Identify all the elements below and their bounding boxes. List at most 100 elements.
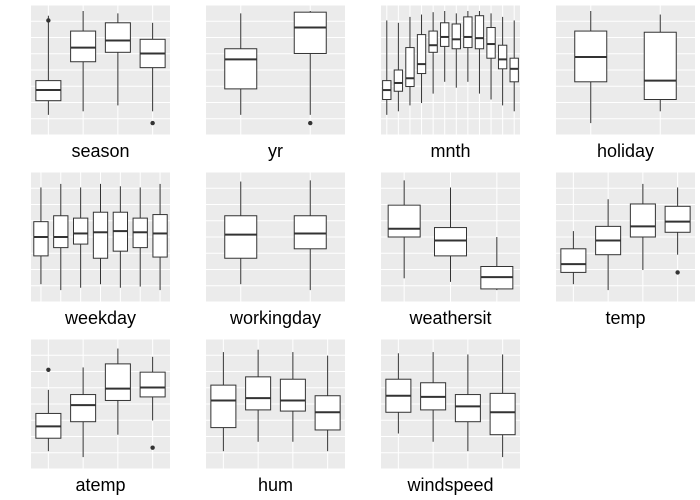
box-iqr <box>224 48 258 90</box>
panel-title-hum: hum <box>258 475 293 495</box>
box-iqr <box>643 31 677 101</box>
box-weekday-4 <box>92 183 109 285</box>
box-atemp-2 <box>70 367 97 458</box>
box-temp-1 <box>560 231 587 285</box>
panel-title-yr: yr <box>268 141 283 161</box>
box-mnth-3 <box>405 16 415 106</box>
panel-title-temp: temp <box>605 308 645 328</box>
box-hum-3 <box>279 352 306 442</box>
panel-holiday: holiday <box>556 4 695 161</box>
box-iqr <box>387 204 421 238</box>
box-weathersit-1 <box>387 180 421 279</box>
box-iqr <box>486 27 496 59</box>
box-holiday-1 <box>574 11 608 124</box>
box-temp-2 <box>595 199 622 291</box>
box-weekday-6 <box>132 187 148 287</box>
box-hum-1 <box>210 352 237 452</box>
box-temp-3 <box>629 183 656 271</box>
panel-mnth: mnth <box>381 4 520 161</box>
box-windspeed-4 <box>489 354 516 458</box>
box-iqr <box>70 30 97 63</box>
box-iqr <box>489 392 516 436</box>
box-mnth-7 <box>451 13 461 88</box>
box-season-2 <box>70 11 97 112</box>
box-windspeed-3 <box>454 354 481 452</box>
panel-title-weekday: weekday <box>64 308 136 328</box>
outlier-point <box>46 18 51 23</box>
box-mnth-8 <box>463 11 473 82</box>
box-season-1 <box>35 15 62 115</box>
panel-workingday: workingday <box>206 171 345 328</box>
box-iqr <box>497 44 508 70</box>
panel-season: season <box>31 4 170 161</box>
box-iqr <box>53 215 69 249</box>
box-iqr <box>463 16 473 49</box>
box-iqr <box>434 227 467 257</box>
box-iqr <box>245 376 272 411</box>
box-season-3 <box>104 13 131 106</box>
box-iqr <box>393 69 404 92</box>
box-iqr <box>210 384 237 429</box>
box-iqr <box>405 47 415 88</box>
box-workingday-1 <box>224 181 258 285</box>
box-mnth-5 <box>428 12 438 94</box>
box-mnth-4 <box>416 14 427 104</box>
outlier-point <box>46 367 51 372</box>
box-iqr <box>474 15 485 50</box>
panel-title-atemp: atemp <box>75 475 125 495</box>
box-weathersit-2 <box>434 187 467 282</box>
box-yr-2 <box>293 11 327 126</box>
box-iqr <box>152 214 168 258</box>
panel-temp: temp <box>556 171 695 328</box>
box-workingday-2 <box>293 180 327 291</box>
box-windspeed-1 <box>385 353 412 434</box>
panel-weekday: weekday <box>31 171 170 328</box>
box-mnth-11 <box>497 16 508 106</box>
box-mnth-10 <box>486 13 496 100</box>
box-weekday-1 <box>33 187 49 285</box>
panel-windspeed: windspeed <box>381 338 520 495</box>
box-iqr <box>629 203 656 238</box>
box-iqr <box>416 34 427 75</box>
panel-title-workingday: workingday <box>229 308 321 328</box>
box-iqr <box>454 394 481 423</box>
box-weekday-2 <box>53 183 69 291</box>
box-mnth-9 <box>474 11 485 94</box>
box-atemp-1 <box>35 367 62 452</box>
panel-title-season: season <box>71 141 129 161</box>
box-iqr <box>33 221 49 257</box>
box-iqr <box>293 11 327 54</box>
box-weekday-5 <box>112 186 129 288</box>
box-weathersit-3 <box>480 237 514 291</box>
box-mnth-6 <box>440 11 450 82</box>
box-iqr <box>509 57 519 83</box>
box-atemp-3 <box>104 348 131 435</box>
box-iqr <box>92 211 109 259</box>
box-iqr <box>293 215 327 250</box>
box-season-4 <box>139 22 166 126</box>
panel-atemp: atemp <box>31 338 170 495</box>
box-iqr <box>72 217 89 245</box>
outlier-point <box>150 120 155 126</box>
box-iqr <box>104 22 131 53</box>
box-mnth-12 <box>509 20 519 112</box>
outlier-point <box>150 445 155 450</box>
box-holiday-2 <box>643 14 677 112</box>
panel-title-weathersit: weathersit <box>408 308 491 328</box>
panel-hum: hum <box>206 338 345 495</box>
box-weekday-3 <box>72 187 89 288</box>
box-iqr <box>70 394 97 423</box>
box-mnth-1 <box>382 20 392 115</box>
outlier-point <box>675 270 680 275</box>
box-iqr <box>664 205 691 233</box>
box-temp-4 <box>664 187 691 275</box>
box-iqr <box>451 23 461 50</box>
box-weekday-7 <box>152 183 168 291</box>
box-iqr <box>279 378 306 412</box>
box-mnth-2 <box>393 22 404 112</box>
box-iqr <box>440 22 450 47</box>
box-iqr <box>104 363 131 401</box>
box-hum-4 <box>314 355 341 452</box>
box-hum-2 <box>245 349 272 442</box>
